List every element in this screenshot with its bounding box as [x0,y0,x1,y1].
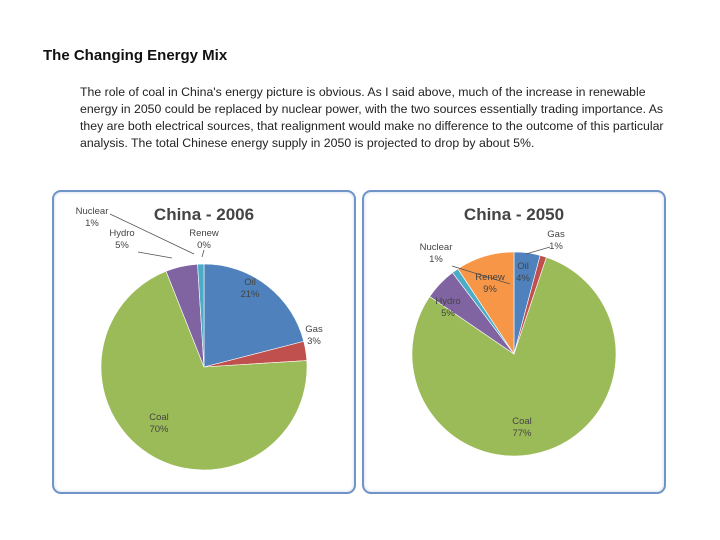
page-title: The Changing Energy Mix [43,47,228,64]
leader-line-gas [525,246,551,255]
leader-lines-2050 [451,246,551,285]
slice-value-gas: 3% [307,336,321,347]
slice-value-hydro: 5% [115,240,129,251]
slice-label-oil: Oil [517,261,529,272]
slice-label-hydro: Hydro [435,296,460,307]
leader-line-nuclear [109,213,195,255]
slice-label-nuclear: Nuclear [420,242,453,253]
slice-label-gas: Gas [547,229,565,240]
slice-value-hydro: 5% [441,308,455,319]
leader-line-hydro [137,251,173,259]
slice-value-gas: 1% [549,241,563,252]
slice-value-oil: 4% [516,273,530,284]
pie-slice-coal [100,270,308,471]
leader-line-nuclear [451,265,511,285]
chart-title-2006: China - 2006 [154,205,254,224]
slice-label-gas: Gas [305,324,323,335]
pie-slice-coal [411,256,617,457]
slice-label-nuclear: Nuclear [76,206,109,217]
slice-value-renew: 0% [197,240,211,251]
slice-value-oil: 21% [240,289,260,300]
slice-value-renew: 9% [483,284,497,295]
slice-value-nuclear: 1% [85,218,99,229]
pie-chart-2050: China - 2050 Oil4%Gas1%Coal77%Hydro5%Nuc… [411,205,617,457]
slice-label-renew: Renew [475,272,505,283]
slice-label-renew: Renew [189,228,219,239]
slice-label-coal: Coal [512,416,532,427]
pie-slice-oil [203,263,305,368]
leader-line-renew [201,249,205,258]
pie-slices-2006 [100,263,308,471]
slice-label-oil: Oil [244,277,256,288]
slice-label-coal: Coal [149,412,169,423]
pie-slice-renew [457,251,515,355]
chart-panel-2006: China - 2006 Oil 21% Gas 3% Coal 70% Hydro 5% Nu… [52,190,356,494]
chart-title-2050: China - 2050 [464,205,564,224]
slice-value-nuclear: 1% [429,254,443,265]
intro-paragraph: The role of coal in China's energy pictu… [80,85,664,150]
pie-slice-nuclear [197,263,205,368]
pie-slices-2050 [411,251,617,457]
slice-value-coal: 77% [512,428,532,439]
leader-lines-2006 [109,213,205,259]
slice-value-coal: 70% [149,424,169,435]
slice-label-hydro: Hydro [109,228,134,239]
chart-panel-2050: China - 2050 Oil 4% Gas 1% Coal 77% Hydro 5% Nuc… [362,190,666,494]
